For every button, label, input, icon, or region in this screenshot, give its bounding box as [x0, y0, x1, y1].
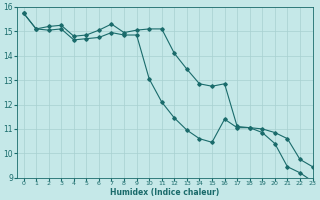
X-axis label: Humidex (Indice chaleur): Humidex (Indice chaleur) — [110, 188, 220, 197]
